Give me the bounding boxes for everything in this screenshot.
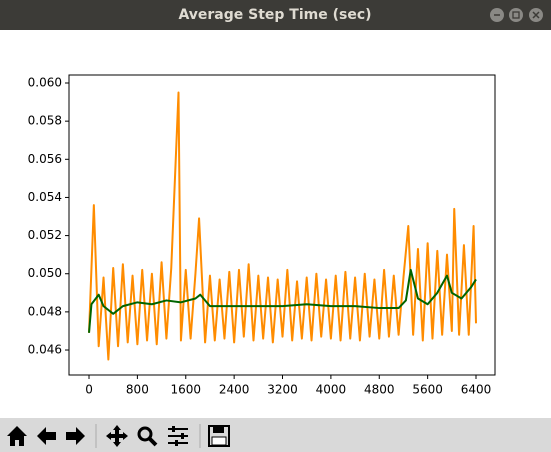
x-tick-label: 800 bbox=[126, 383, 149, 397]
y-tick-label: 0.054 bbox=[28, 190, 62, 204]
window-title: Average Step Time (sec) bbox=[178, 7, 371, 23]
x-tick-label: 0 bbox=[85, 383, 93, 397]
toolbar bbox=[0, 418, 551, 452]
x-tick-label: 4800 bbox=[364, 383, 395, 397]
window-controls bbox=[490, 8, 543, 22]
configure-button[interactable] bbox=[168, 426, 188, 446]
axes-frame bbox=[68, 74, 496, 376]
y-tick-label: 0.046 bbox=[28, 343, 62, 357]
line-series bbox=[88, 268, 477, 333]
toolbar-icons bbox=[7, 424, 230, 448]
save-button[interactable] bbox=[208, 425, 230, 447]
y-tick-label: 0.056 bbox=[28, 152, 62, 166]
home-button[interactable] bbox=[7, 426, 27, 446]
y-tick-label: 0.050 bbox=[28, 266, 62, 280]
pan-button[interactable] bbox=[106, 425, 128, 447]
x-tick-label: 2400 bbox=[219, 383, 250, 397]
maximize-button[interactable] bbox=[509, 8, 523, 22]
x-tick-label: 1600 bbox=[170, 383, 201, 397]
back-button[interactable] bbox=[37, 427, 56, 445]
x-tick-label: 6400 bbox=[461, 383, 492, 397]
y-tick-label: 0.052 bbox=[28, 228, 62, 242]
title-bar bbox=[0, 0, 551, 30]
x-tick-label: 5600 bbox=[412, 383, 443, 397]
x-tick-label: 3200 bbox=[267, 383, 298, 397]
y-tick-label: 0.060 bbox=[28, 76, 62, 90]
y-tick-label: 0.058 bbox=[28, 114, 62, 128]
y-tick-label: 0.048 bbox=[28, 304, 62, 318]
plot: 0.046 0.048 0.050 0.052 0.054 0.056 0.058 0.060… bbox=[28, 74, 496, 397]
zoom-button[interactable] bbox=[137, 426, 158, 447]
forward-button[interactable] bbox=[66, 427, 85, 445]
x-tick-label: 4000 bbox=[316, 383, 347, 397]
